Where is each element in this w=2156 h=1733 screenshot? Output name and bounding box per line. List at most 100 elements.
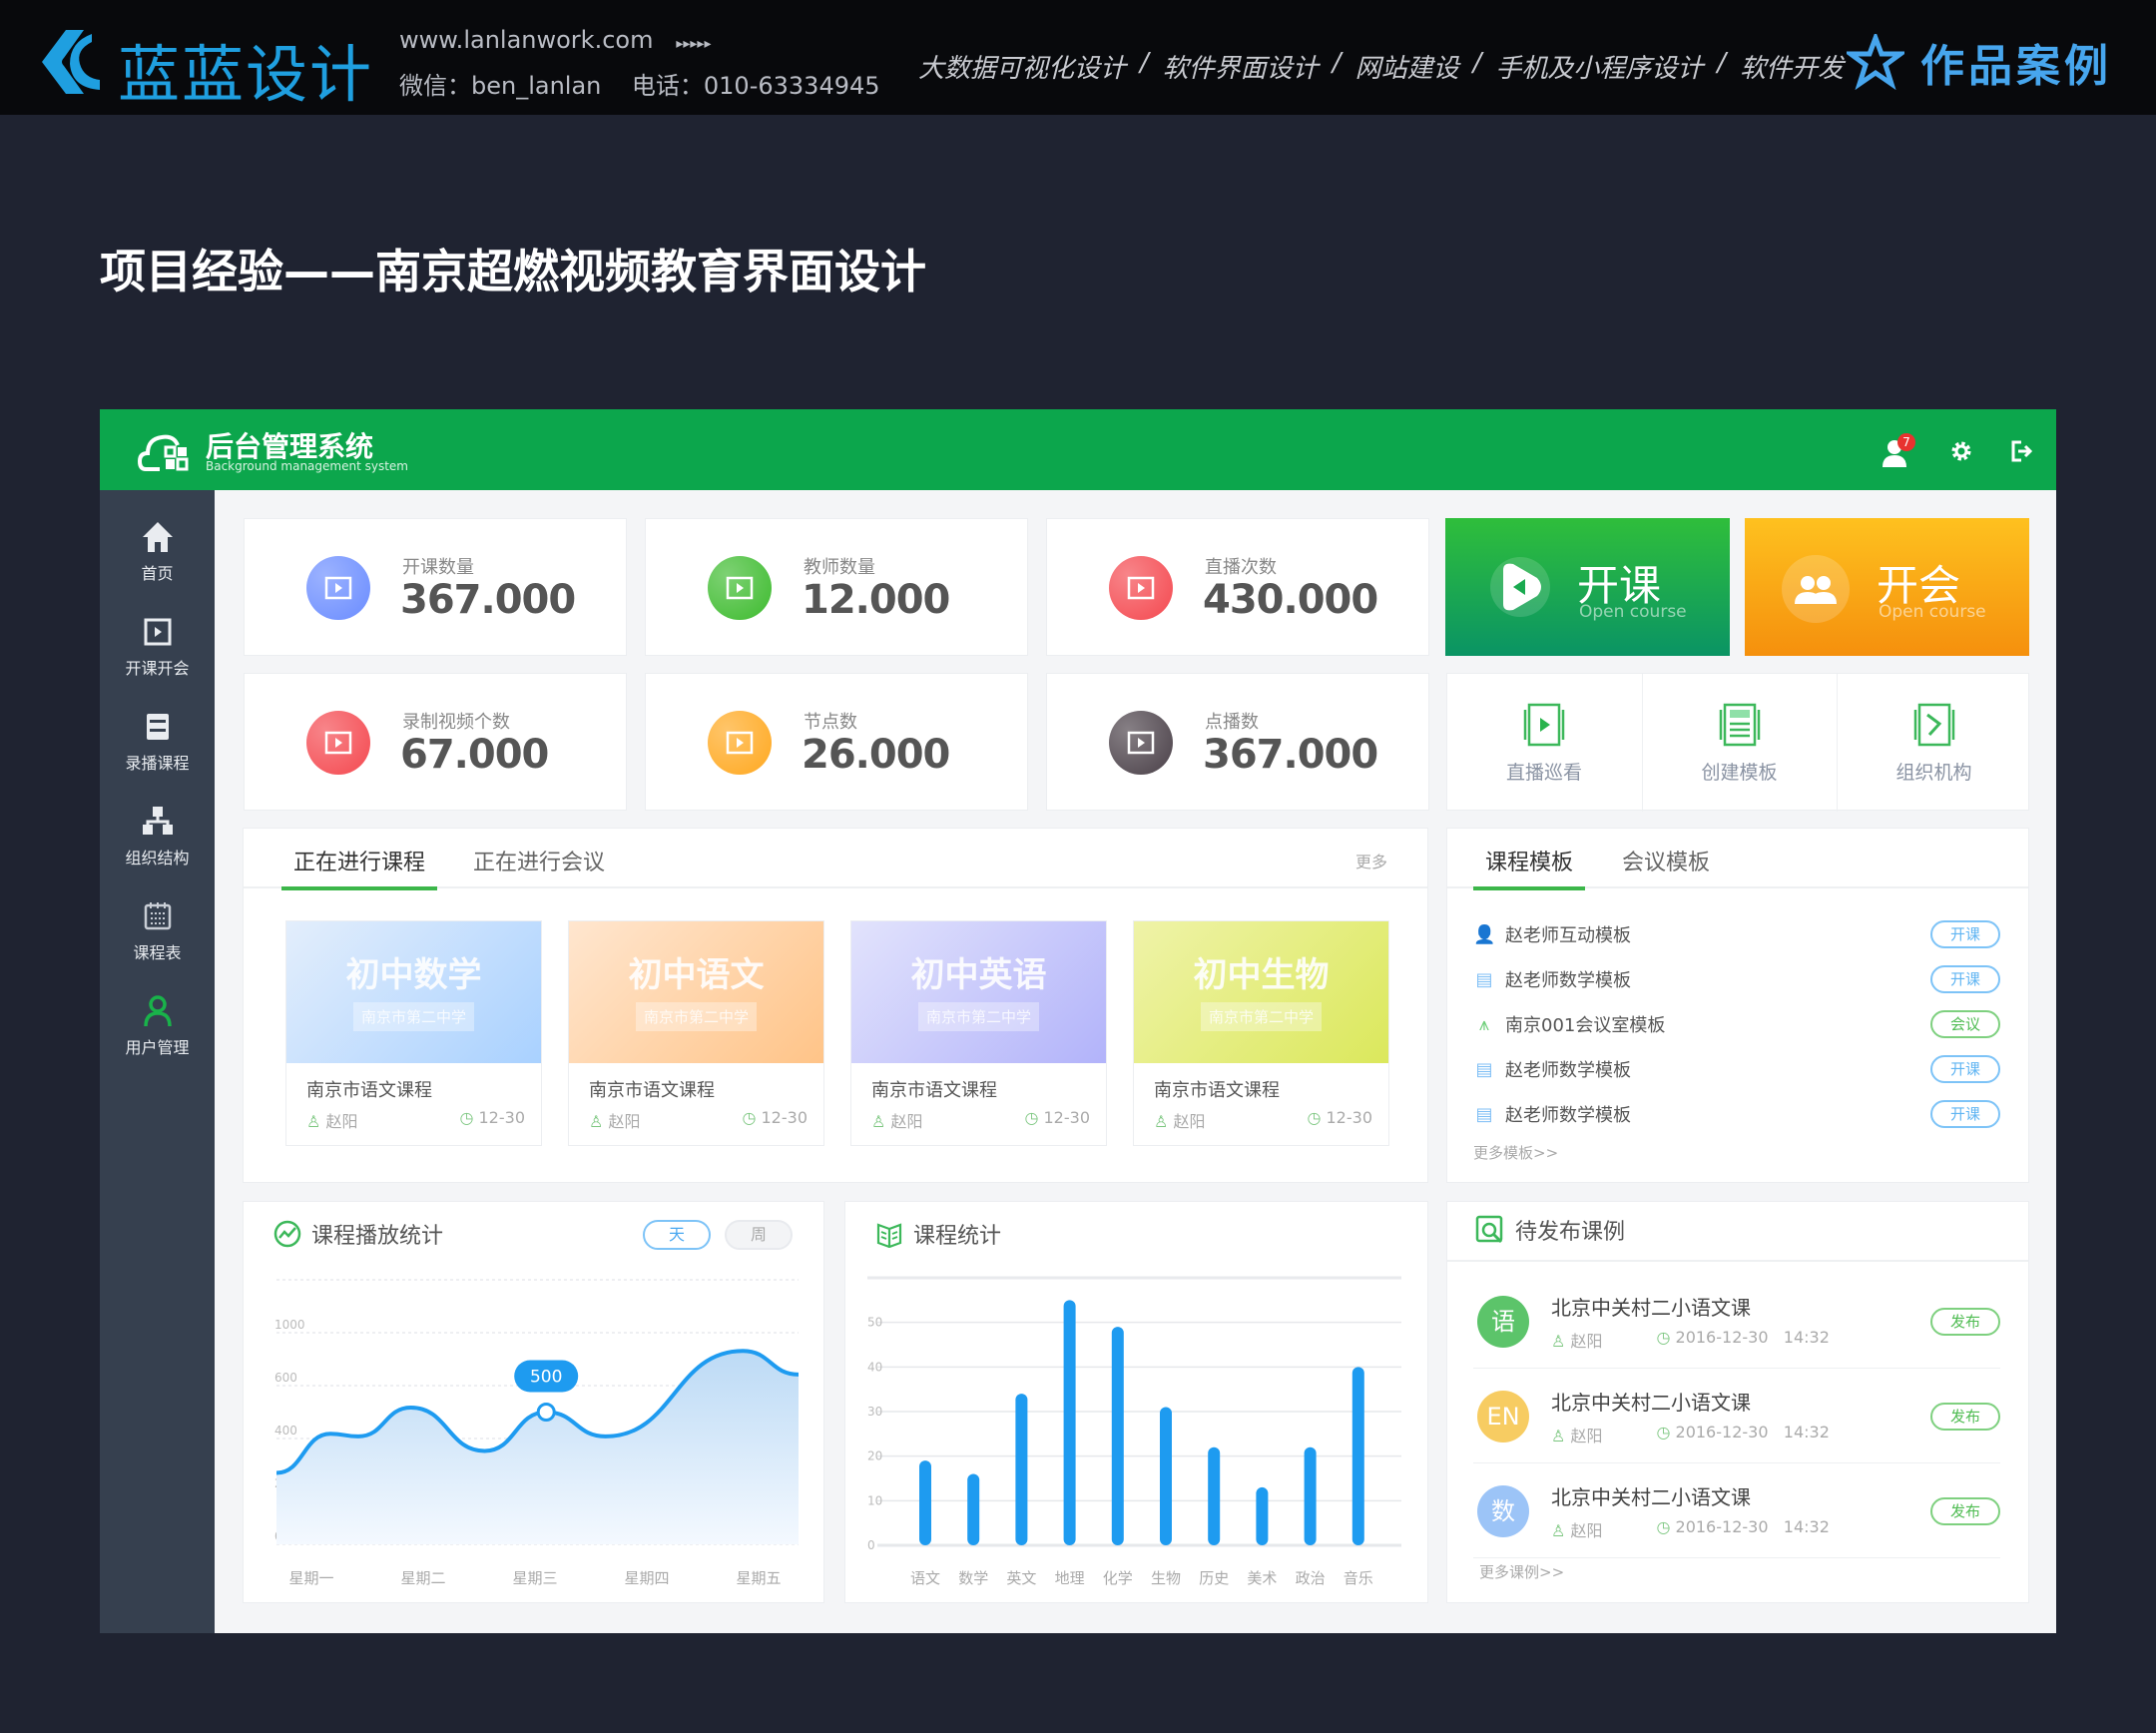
tooltip-bubble	[514, 1360, 579, 1393]
document-icon: ▤	[1475, 968, 1493, 990]
pending-item: 数 北京中关村二小语文课 ♙ 赵阳 ◷ 2016-12-30 14:32 发布	[1473, 1463, 2000, 1558]
cases-link[interactable]: 作品案例	[1847, 30, 2112, 94]
sidebar-item-open-class[interactable]: 开课开会	[100, 615, 215, 679]
tooltip-value: 500	[530, 1368, 562, 1388]
pending-datetime: ◷ 2016-12-30 14:32	[1656, 1328, 1829, 1352]
template-action-button[interactable]: 开课	[1930, 1100, 2000, 1128]
nav-item[interactable]: 网站建设	[1354, 54, 1459, 84]
more-cases-link[interactable]: 更多课例>>	[1479, 1563, 1565, 1581]
nav-item[interactable]: 手机及小程序设计	[1495, 54, 1704, 84]
nav-separator: /	[1472, 48, 1482, 78]
y-tick-label: 400	[274, 1424, 297, 1438]
template-action-button[interactable]: 开课	[1930, 1055, 2000, 1083]
teacher-name: 赵阳	[325, 1112, 358, 1131]
divider	[1447, 1260, 2028, 1262]
date-text: 12-30	[761, 1108, 808, 1127]
toggle-week[interactable]: 周	[725, 1220, 793, 1250]
x-tick-label: 星期五	[736, 1569, 781, 1587]
stat-value: 430.000	[1203, 577, 1378, 623]
sidebar-item-home[interactable]: 首页	[100, 520, 215, 584]
quick-live-patrol[interactable]: 直播巡看	[1447, 674, 1641, 812]
template-row: ▤ 赵老师数学模板 开课	[1473, 1094, 2000, 1134]
quick-create-template[interactable]: 创建模板	[1642, 674, 1836, 812]
clock-icon: ◷	[459, 1108, 474, 1127]
y-tick-label: 0	[867, 1538, 875, 1552]
person-icon: ♙	[589, 1112, 604, 1131]
person-icon: ♙	[306, 1112, 321, 1131]
clock-icon: ◷	[1024, 1108, 1039, 1127]
quick-organization[interactable]: 组织机构	[1837, 674, 2030, 812]
template-action-button[interactable]: 开课	[1930, 920, 2000, 948]
sidebar-item-label: 开课开会	[125, 659, 190, 678]
course-card[interactable]: 初中语文 南京市第二中学 南京市语文课程 ♙ 赵阳 ◷ 12-30	[568, 920, 824, 1146]
more-templates-link[interactable]: 更多模板>>	[1473, 1144, 1559, 1162]
nav-item[interactable]: 软件开发	[1740, 54, 1845, 84]
more-link[interactable]: 更多	[1354, 853, 1387, 871]
tab-meeting-templates[interactable]: 会议模板	[1622, 851, 1711, 875]
nav-item[interactable]: 软件界面设计	[1162, 54, 1319, 84]
tab-ongoing-meetings[interactable]: 正在进行会议	[473, 851, 606, 875]
stat-label: 开课数量	[402, 557, 474, 578]
course-card[interactable]: 初中英语 南京市第二中学 南京市语文课程 ♙ 赵阳 ◷ 12-30	[850, 920, 1107, 1146]
teacher-name: 赵阳	[890, 1112, 923, 1131]
course-card[interactable]: 初中生物 南京市第二中学 南京市语文课程 ♙ 赵阳 ◷ 12-30	[1133, 920, 1389, 1146]
logout-icon[interactable]	[2009, 439, 2033, 463]
sidebar-item-schedule[interactable]: 课程表	[100, 899, 215, 963]
open-course-button[interactable]: 开课 Open course	[1445, 518, 1730, 656]
star-icon	[1847, 34, 1904, 90]
panel-title: 课程统计	[875, 1218, 1001, 1250]
page-title: 项目经验——南京超燃视频教育界面设计	[100, 245, 926, 298]
publish-button[interactable]: 发布	[1930, 1497, 2000, 1525]
x-tick-label: 星期二	[400, 1569, 445, 1587]
play-screen-icon	[726, 731, 754, 755]
person-icon: ♙	[1551, 1521, 1566, 1540]
play-screen-icon	[1127, 576, 1155, 600]
course-card[interactable]: 初中数学 南京市第二中学 南京市语文课程 ♙ 赵阳 ◷ 12-30	[285, 920, 542, 1146]
person-icon: ♙	[1551, 1332, 1566, 1351]
sidebar-item-label: 课程表	[133, 943, 182, 962]
home-icon	[142, 522, 173, 552]
notifications-button[interactable]: 7	[1882, 433, 1917, 469]
template-row: ⩚ 南京001会议室模板 会议	[1473, 1004, 2000, 1044]
sidebar-item-users[interactable]: 用户管理	[100, 994, 215, 1058]
course-teacher: ♙ 赵阳	[589, 1108, 640, 1132]
clock-icon: ◷	[1656, 1423, 1671, 1442]
nav-separator: /	[1332, 48, 1342, 78]
y-tick-label: 10	[867, 1493, 882, 1507]
toggle-day[interactable]: 天	[643, 1220, 711, 1250]
publish-button[interactable]: 发布	[1930, 1308, 2000, 1336]
x-tick-label: 星期一	[288, 1569, 333, 1587]
course-stats-panel: 课程统计 0 10 20 30 40 50 语文 数学 英文 地理 化学 生物 历史 美术 政治 音乐	[844, 1201, 1428, 1603]
url-text[interactable]: www.lanlanwork.com	[399, 26, 654, 54]
template-tabs: 课程模板 会议模板	[1447, 829, 2028, 890]
template-icon	[1719, 703, 1760, 747]
cloud-logo-icon	[138, 434, 189, 471]
date-text: 2016-12-30	[1675, 1328, 1769, 1347]
person-icon: ♙	[871, 1112, 886, 1131]
publish-button[interactable]: 发布	[1930, 1403, 2000, 1431]
stat-value: 26.000	[802, 732, 950, 778]
sidebar-item-recorded[interactable]: 录播课程	[100, 710, 215, 774]
template-name: 赵老师数学模板	[1505, 1105, 1631, 1126]
x-tick-label: 历史	[1199, 1569, 1229, 1587]
archive-icon	[146, 714, 169, 740]
gear-icon[interactable]	[1949, 439, 1973, 463]
panel-title: 课程播放统计	[273, 1218, 443, 1250]
arrows-icon: ▸▸▸▸▸	[676, 36, 712, 52]
stat-icon-circle	[306, 556, 370, 620]
teacher-name: 赵阳	[1173, 1112, 1206, 1131]
sidebar-item-org[interactable]: 组织结构	[100, 805, 215, 868]
stat-icon-circle	[306, 711, 370, 775]
open-meeting-button[interactable]: 开会 Open course	[1745, 518, 2029, 656]
sidebar-item-label: 首页	[141, 564, 174, 583]
highlight-point[interactable]	[536, 1403, 556, 1422]
template-action-button[interactable]: 会议	[1930, 1010, 2000, 1038]
tab-course-templates[interactable]: 课程模板	[1472, 845, 1586, 890]
template-action-button[interactable]: 开课	[1930, 965, 2000, 993]
nav-item[interactable]: 大数据可视化设计	[918, 54, 1127, 84]
stat-card: 节点数 26.000	[645, 673, 1028, 811]
site-url[interactable]: www.lanlanwork.com ▸▸▸▸▸	[399, 26, 711, 54]
tab-ongoing-courses[interactable]: 正在进行课程	[280, 845, 438, 890]
course-cover: 初中英语 南京市第二中学	[851, 921, 1106, 1063]
x-tick-label: 英文	[1006, 1569, 1036, 1587]
